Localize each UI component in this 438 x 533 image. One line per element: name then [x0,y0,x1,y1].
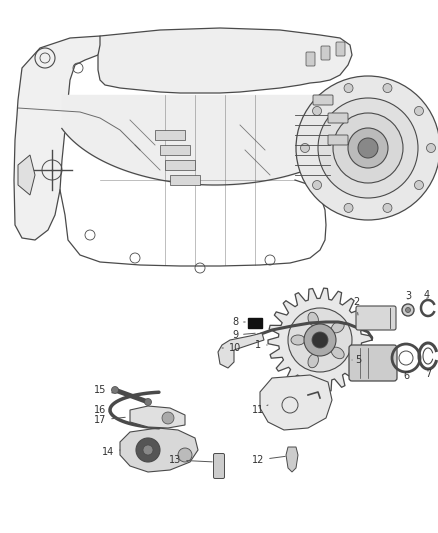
Circle shape [358,138,378,158]
FancyBboxPatch shape [356,306,396,330]
Text: 10: 10 [222,343,241,353]
Circle shape [427,143,435,152]
Text: 1: 1 [255,340,267,350]
Circle shape [344,204,353,213]
Ellipse shape [291,335,305,345]
Ellipse shape [308,354,318,368]
Circle shape [414,107,424,116]
Bar [248,318,262,328]
Text: 2: 2 [353,297,359,315]
Polygon shape [286,447,298,472]
Text: 8: 8 [232,317,245,327]
Circle shape [383,204,392,213]
Polygon shape [218,333,264,368]
Circle shape [178,448,192,462]
Text: 7: 7 [425,369,431,379]
Text: 6: 6 [403,371,409,381]
FancyBboxPatch shape [336,42,345,56]
Circle shape [402,304,414,316]
Text: 5: 5 [352,355,361,365]
Text: 15: 15 [94,385,113,395]
Circle shape [333,113,403,183]
Text: 4: 4 [424,290,430,300]
Bar [165,160,195,170]
Ellipse shape [332,347,344,359]
Text: 12: 12 [252,455,285,465]
Text: 3: 3 [405,291,411,301]
Text: 13: 13 [169,455,212,465]
FancyBboxPatch shape [213,454,225,479]
Bar [160,145,190,155]
Polygon shape [260,375,332,430]
Polygon shape [14,36,105,240]
FancyBboxPatch shape [349,345,397,381]
Polygon shape [268,288,372,392]
Circle shape [136,438,160,462]
Circle shape [288,308,352,372]
Polygon shape [120,428,198,472]
Polygon shape [98,28,352,93]
Circle shape [414,181,424,190]
Text: 14: 14 [102,447,120,457]
Ellipse shape [332,321,344,333]
Circle shape [313,181,321,190]
Circle shape [406,308,410,312]
Circle shape [313,107,321,116]
Circle shape [300,143,310,152]
Circle shape [348,128,388,168]
Circle shape [383,84,392,93]
Text: 9: 9 [232,330,255,340]
FancyBboxPatch shape [328,113,348,123]
FancyBboxPatch shape [328,135,348,145]
Bar [155,130,185,140]
Circle shape [312,332,328,348]
Text: 16: 16 [94,405,110,415]
Polygon shape [18,155,35,195]
Circle shape [318,98,418,198]
Circle shape [145,399,152,406]
Circle shape [304,324,336,356]
Circle shape [112,386,119,393]
Bar [170,175,200,185]
FancyBboxPatch shape [321,46,330,60]
Circle shape [162,412,174,424]
FancyBboxPatch shape [306,52,315,66]
Text: 11: 11 [252,405,268,415]
Circle shape [344,84,353,93]
Circle shape [143,445,153,455]
FancyBboxPatch shape [313,95,333,105]
Ellipse shape [308,312,318,326]
Polygon shape [130,406,185,428]
Text: 17: 17 [94,415,125,425]
Circle shape [296,76,438,220]
